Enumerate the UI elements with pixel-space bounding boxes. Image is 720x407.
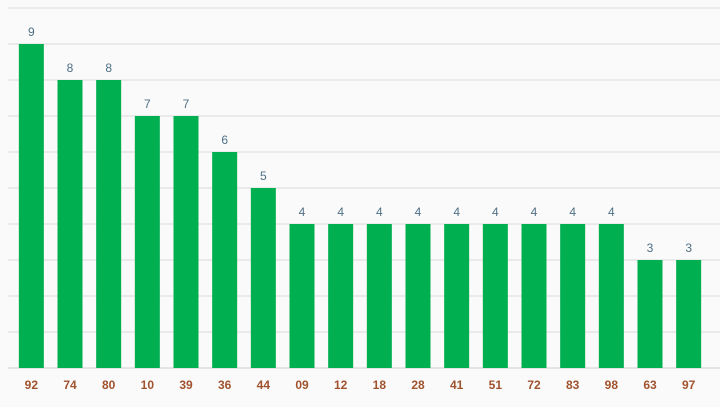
bar-97[interactable] — [676, 260, 702, 368]
bar-39[interactable] — [173, 116, 199, 368]
value-label-41: 4 — [453, 205, 460, 219]
value-label-09: 4 — [299, 205, 306, 219]
bar-09[interactable] — [289, 224, 315, 368]
value-label-28: 4 — [415, 205, 422, 219]
category-label-72: 72 — [527, 378, 541, 392]
bar-98[interactable] — [598, 224, 624, 368]
value-label-74: 8 — [67, 61, 74, 75]
value-label-36: 6 — [221, 133, 228, 147]
category-label-92: 92 — [25, 378, 39, 392]
category-label-80: 80 — [102, 378, 116, 392]
value-label-12: 4 — [337, 205, 344, 219]
value-label-80: 8 — [105, 61, 112, 75]
category-label-44: 44 — [257, 378, 271, 392]
category-label-36: 36 — [218, 378, 232, 392]
value-label-18: 4 — [376, 205, 383, 219]
category-label-12: 12 — [334, 378, 348, 392]
value-label-98: 4 — [608, 205, 615, 219]
bar-41[interactable] — [444, 224, 470, 368]
bar-51[interactable] — [482, 224, 508, 368]
category-label-74: 74 — [63, 378, 77, 392]
bar-28[interactable] — [405, 224, 431, 368]
value-label-44: 5 — [260, 169, 267, 183]
bar-10[interactable] — [134, 116, 160, 368]
category-label-18: 18 — [373, 378, 387, 392]
value-label-72: 4 — [531, 205, 538, 219]
category-label-63: 63 — [643, 378, 657, 392]
value-label-51: 4 — [492, 205, 499, 219]
value-label-97: 3 — [685, 241, 692, 255]
category-label-10: 10 — [141, 378, 155, 392]
value-label-92: 9 — [28, 25, 35, 39]
category-labels: 92 74 80 10 39 36 44 09 12 18 28 41 51 72 83 98 63 97 — [25, 378, 696, 392]
value-labels: 9 8 8 7 7 6 5 4 4 4 4 4 4 4 4 4 3 3 — [28, 25, 692, 255]
bar-74[interactable] — [57, 80, 83, 368]
bar-44[interactable] — [250, 188, 276, 368]
bar-80[interactable] — [96, 80, 122, 368]
value-label-10: 7 — [144, 97, 151, 111]
category-label-09: 09 — [295, 378, 309, 392]
category-label-83: 83 — [566, 378, 580, 392]
bar-36[interactable] — [212, 152, 238, 368]
value-label-63: 3 — [647, 241, 654, 255]
bar-92[interactable] — [18, 44, 44, 368]
category-label-28: 28 — [411, 378, 425, 392]
category-label-51: 51 — [489, 378, 503, 392]
category-label-98: 98 — [605, 378, 619, 392]
bar-12[interactable] — [328, 224, 354, 368]
value-label-83: 4 — [569, 205, 576, 219]
category-label-97: 97 — [682, 378, 696, 392]
bar-18[interactable] — [366, 224, 392, 368]
bar-72[interactable] — [521, 224, 547, 368]
category-label-39: 39 — [179, 378, 193, 392]
bar-63[interactable] — [637, 260, 663, 368]
bars — [18, 44, 702, 368]
bar-83[interactable] — [560, 224, 586, 368]
gridlines — [8, 7, 720, 369]
value-label-39: 7 — [183, 97, 190, 111]
category-label-41: 41 — [450, 378, 464, 392]
